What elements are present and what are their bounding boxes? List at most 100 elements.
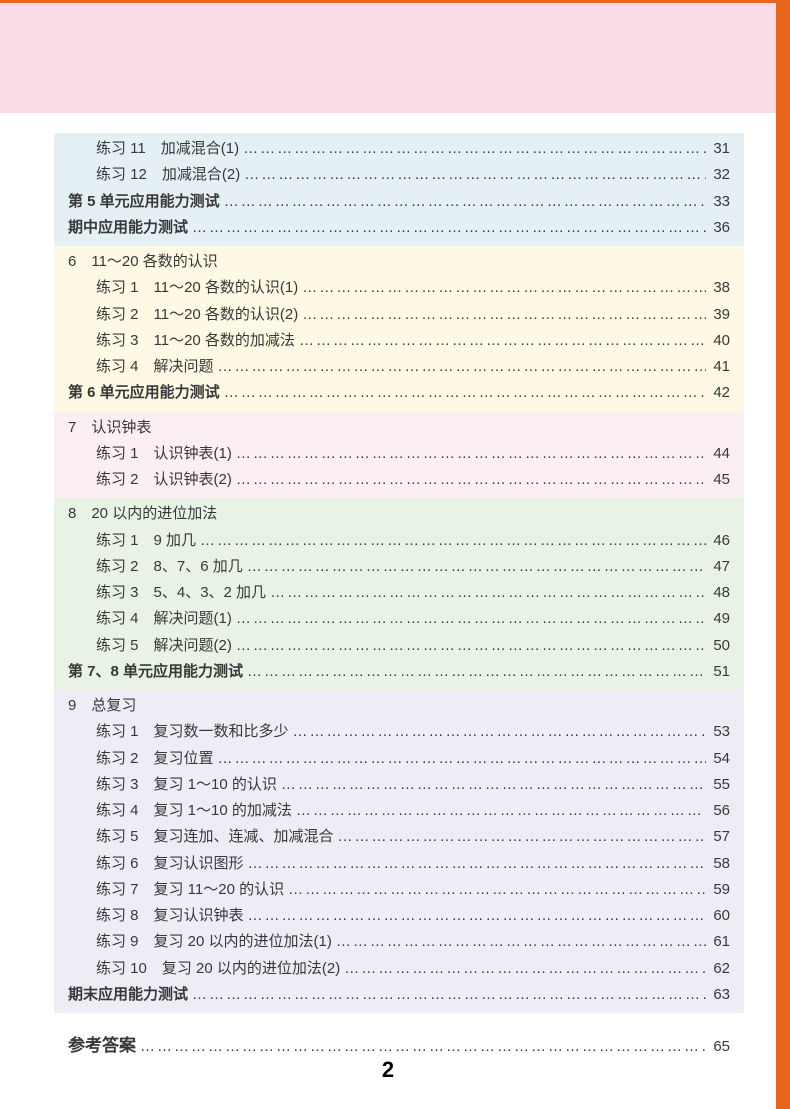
heading-label: 7 认识钟表	[68, 415, 151, 441]
dots	[188, 982, 706, 1008]
section-heading: 9 总复习	[62, 693, 736, 719]
toc-section: 7 认识钟表练习 1 认识钟表(1) 44练习 2 认识钟表(2)45	[54, 412, 744, 499]
toc-page: 62	[706, 956, 730, 982]
toc-section: 练习 11 加减混合(1)31练习 12 加减混合(2)32第 5 单元应用能力…	[54, 133, 744, 246]
toc-row: 练习 4 解决问题(1)49	[62, 606, 736, 632]
toc-page: 33	[706, 189, 730, 215]
toc-row: 练习 4 复习 1～10 的加减法 56	[62, 798, 736, 824]
toc-label: 练习 3 11～20 各数的加减法	[68, 328, 295, 354]
toc-page: 40	[706, 328, 730, 354]
toc-page: 44	[706, 441, 730, 467]
toc-label: 练习 3 复习 1～10 的认识	[68, 772, 277, 798]
toc-label: 练习 4 解决问题	[68, 354, 214, 380]
dots	[244, 851, 706, 877]
toc-label: 练习 11 加减混合(1)	[68, 136, 239, 162]
toc-page: 48	[706, 580, 730, 606]
toc-row: 第 5 单元应用能力测试 33	[62, 189, 736, 215]
dots	[332, 929, 706, 955]
dots	[232, 467, 706, 493]
toc-label: 练习 2 复习位置	[68, 746, 214, 772]
heading-label: 8 20 以内的进位加法	[68, 501, 217, 527]
dots	[220, 380, 706, 406]
toc-page: 46	[706, 528, 730, 554]
dots	[188, 215, 706, 241]
toc-label: 练习 8 复习认识钟表	[68, 903, 244, 929]
toc-page: 41	[706, 354, 730, 380]
dots	[292, 798, 706, 824]
toc-label: 练习 1 9 加几	[68, 528, 196, 554]
dots	[232, 606, 706, 632]
toc-page: 31	[706, 136, 730, 162]
dots	[239, 136, 706, 162]
toc-content: 练习 11 加减混合(1)31练习 12 加减混合(2)32第 5 单元应用能力…	[54, 133, 744, 1061]
toc-label: 期中应用能力测试	[68, 215, 188, 241]
toc-row: 期中应用能力测试 36	[62, 215, 736, 241]
toc-row: 练习 2 11～20 各数的认识(2) 39	[62, 302, 736, 328]
dots	[214, 746, 706, 772]
toc-label: 第 5 单元应用能力测试	[68, 189, 220, 215]
toc-label: 练习 6 复习认识图形	[68, 851, 244, 877]
toc-row: 练习 2 8、7、6 加几47	[62, 554, 736, 580]
toc-row: 练习 5 解决问题(2)50	[62, 633, 736, 659]
toc-row: 练习 10 复习 20 以内的进位加法(2) 62	[62, 956, 736, 982]
toc-label: 练习 2 8、7、6 加几	[68, 554, 243, 580]
toc-row: 练习 11 加减混合(1) 31	[62, 136, 736, 162]
toc-page: 39	[706, 302, 730, 328]
dots	[266, 580, 706, 606]
heading-label: 9 总复习	[68, 693, 136, 719]
toc-label: 练习 4 复习 1～10 的加减法	[68, 798, 292, 824]
dots	[284, 877, 706, 903]
toc-section: 6 11～20 各数的认识练习 1 11～20 各数的认识(1)38练习 2 1…	[54, 246, 744, 412]
toc-page: 36	[706, 215, 730, 241]
toc-label: 练习 9 复习 20 以内的进位加法(1)	[68, 929, 332, 955]
toc-label: 第 7、8 单元应用能力测试	[68, 659, 243, 685]
toc-row: 第 7、8 单元应用能力测试 51	[62, 659, 736, 685]
toc-label: 练习 7 复习 11～20 的认识	[68, 877, 284, 903]
toc-row: 第 6 单元应用能力测试42	[62, 380, 736, 406]
toc-label: 练习 2 认识钟表(2)	[68, 467, 232, 493]
toc-label: 期末应用能力测试	[68, 982, 188, 1008]
header-band	[0, 3, 776, 113]
toc-label: 练习 1 认识钟表(1)	[68, 441, 232, 467]
toc-page: 57	[706, 824, 730, 850]
toc-page: 32	[706, 162, 730, 188]
section-heading: 6 11～20 各数的认识	[62, 249, 736, 275]
dots	[277, 772, 706, 798]
toc-label: 练习 10 复习 20 以内的进位加法(2)	[68, 956, 340, 982]
toc-label: 练习 5 解决问题(2)	[68, 633, 232, 659]
toc-row: 练习 1 9 加几 46	[62, 528, 736, 554]
toc-label: 练习 2 11～20 各数的认识(2)	[68, 302, 298, 328]
toc-row: 练习 8 复习认识钟表60	[62, 903, 736, 929]
toc-page: 42	[706, 380, 730, 406]
dots	[232, 441, 706, 467]
toc-row: 练习 7 复习 11～20 的认识59	[62, 877, 736, 903]
dots	[214, 354, 706, 380]
dots	[289, 719, 706, 745]
toc-row: 练习 1 11～20 各数的认识(1)38	[62, 275, 736, 301]
dots	[334, 824, 706, 850]
dots	[243, 659, 706, 685]
toc-page: 55	[706, 772, 730, 798]
dots	[243, 554, 706, 580]
toc-row: 练习 3 11～20 各数的加减法 40	[62, 328, 736, 354]
toc-label: 练习 1 11～20 各数的认识(1)	[68, 275, 298, 301]
toc-row: 练习 1 认识钟表(1) 44	[62, 441, 736, 467]
toc-page: 56	[706, 798, 730, 824]
toc-row: 练习 3 复习 1～10 的认识 55	[62, 772, 736, 798]
toc-page: 53	[706, 719, 730, 745]
heading-label: 6 11～20 各数的认识	[68, 249, 218, 275]
dots	[298, 275, 706, 301]
toc-page: 61	[706, 929, 730, 955]
dots	[240, 162, 706, 188]
toc-label: 练习 4 解决问题(1)	[68, 606, 232, 632]
toc-row: 练习 2 认识钟表(2)45	[62, 467, 736, 493]
toc-row: 练习 3 5、4、3、2 加几 48	[62, 580, 736, 606]
toc-page: 51	[706, 659, 730, 685]
toc-section: 9 总复习练习 1 复习数一数和比多少53练习 2 复习位置54练习 3 复习 …	[54, 690, 744, 1013]
toc-row: 期末应用能力测试63	[62, 982, 736, 1008]
page-number: 2	[0, 1057, 776, 1083]
dots	[298, 302, 706, 328]
dots	[244, 903, 706, 929]
section-heading: 7 认识钟表	[62, 415, 736, 441]
toc-label: 练习 3 5、4、3、2 加几	[68, 580, 266, 606]
